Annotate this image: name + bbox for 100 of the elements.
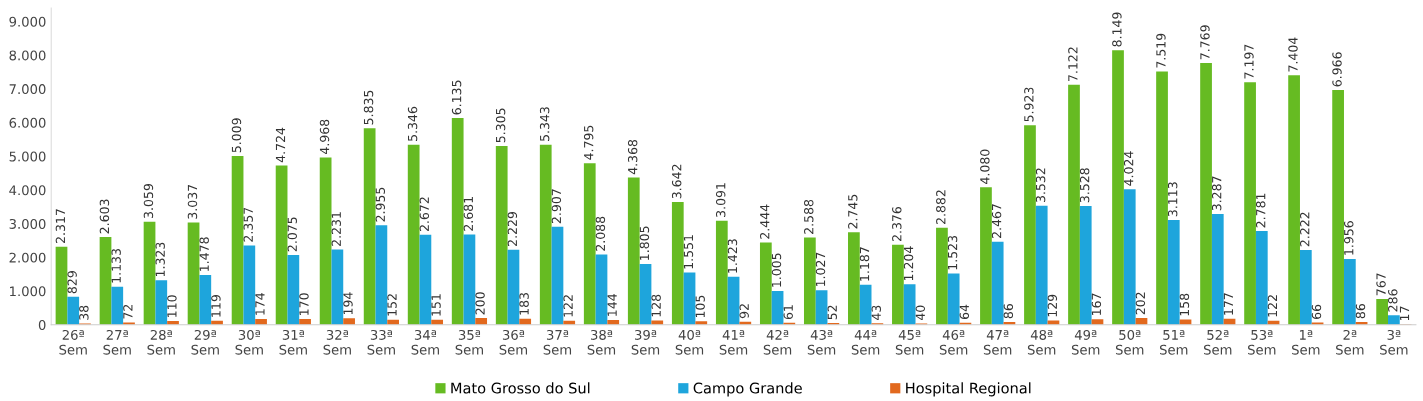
data-label: 2.222	[1300, 212, 1310, 247]
data-label: 52	[827, 305, 837, 320]
data-label: 3.037	[187, 184, 198, 219]
x-tick-label: 1ª Sem	[1292, 329, 1320, 355]
data-label: 5.305	[495, 108, 506, 143]
x-tick-label: 51ª Sem	[1159, 329, 1188, 355]
y-tick-label: 9.000	[9, 16, 46, 27]
y-tick-label: 4.000	[9, 185, 46, 196]
data-label: 2.672	[419, 197, 430, 232]
data-label: 7.404	[1288, 37, 1298, 72]
data-label: 2.231	[331, 212, 341, 246]
x-tick-label: 3ª Sem	[1380, 329, 1408, 355]
legend-label: Hospital Regional	[906, 382, 1031, 397]
y-tick-label: 8.000	[9, 50, 46, 61]
data-label: 829	[67, 271, 77, 294]
data-label: 128	[651, 294, 661, 317]
x-tick-label: 36ª Sem	[499, 329, 527, 355]
data-label: 202	[1135, 292, 1146, 315]
x-tick-label: 30ª Sem	[235, 329, 263, 355]
data-label: 40	[915, 305, 926, 321]
data-label: 286	[1388, 289, 1398, 312]
data-label: 1.423	[727, 239, 738, 273]
data-label: 122	[563, 295, 573, 317]
data-label: 1.956	[1344, 221, 1354, 255]
data-label: 6.135	[451, 80, 462, 115]
data-label: 2.588	[804, 199, 814, 234]
data-label: 64	[959, 304, 970, 319]
data-label: 174	[255, 293, 265, 315]
y-tick-label: 1.000	[10, 286, 46, 297]
data-label: 158	[1179, 293, 1190, 316]
data-label: 3.059	[143, 184, 154, 218]
x-tick-label: 31ª Sem	[279, 329, 307, 355]
data-label: 2.603	[99, 199, 110, 234]
x-tick-label: 35ª Sem	[455, 329, 483, 355]
data-label: 2.376	[892, 206, 902, 242]
data-label: 122	[1267, 295, 1277, 317]
data-label: 170	[299, 293, 309, 315]
x-tick-label: 46ª Sem	[939, 329, 968, 355]
data-label: 2.467	[991, 204, 1002, 238]
data-label: 86	[1003, 304, 1014, 319]
data-label: 1.027	[815, 252, 826, 287]
data-label: 66	[1311, 304, 1322, 319]
data-label: 92	[739, 304, 749, 319]
data-label: 3.091	[715, 183, 726, 217]
x-tick-label: 32ª Sem	[323, 329, 351, 355]
data-label: 2.907	[551, 189, 562, 224]
data-label: 1.805	[639, 226, 650, 260]
data-label: 183	[519, 293, 529, 315]
data-label: 4.024	[1123, 151, 1134, 186]
data-label: 3.113	[1167, 182, 1178, 217]
data-label: 2.317	[55, 209, 66, 244]
data-label: 2.955	[375, 187, 386, 222]
x-tick-label: 28ª Sem	[147, 329, 175, 355]
data-label: 86	[1355, 304, 1366, 319]
data-label: 2.357	[243, 207, 253, 242]
x-tick-label: 33ª Sem	[367, 329, 395, 355]
data-label: 151	[431, 294, 441, 316]
data-label: 6.966	[1332, 52, 1342, 87]
data-label: 5.835	[363, 90, 374, 125]
data-label: 4.724	[275, 127, 286, 163]
x-tick-label: 52ª Sem	[1203, 329, 1232, 355]
data-label: 7.519	[1156, 33, 1166, 68]
data-label: 1.551	[683, 235, 694, 269]
data-label: 4.368	[627, 139, 638, 175]
x-tick-label: 43ª Sem	[807, 329, 836, 355]
x-tick-label: 47ª Sem	[983, 329, 1012, 355]
data-label: 8.149	[1112, 12, 1122, 47]
x-tick-label: 40ª Sem	[675, 329, 704, 355]
x-tick-label: 42ª Sem	[763, 329, 792, 355]
data-label: 2.444	[760, 204, 770, 239]
data-label: 7.122	[1068, 47, 1078, 81]
data-label: 3.642	[671, 164, 682, 199]
data-label: 3.287	[1211, 176, 1222, 211]
y-tick-label: 5.000	[9, 151, 46, 162]
legend-label: Campo Grande	[693, 382, 802, 397]
x-tick-label: 49ª Sem	[1071, 329, 1100, 355]
x-tick-label: 29ª Sem	[191, 329, 219, 355]
data-label: 2.229	[507, 212, 518, 246]
data-label: 110	[167, 295, 177, 317]
data-label: 4.795	[583, 125, 594, 160]
data-label: 43	[871, 305, 881, 320]
x-tick-label: 50ª Sem	[1115, 329, 1144, 355]
y-tick-label: 7.000	[9, 84, 46, 95]
x-tick-label: 37ª Sem	[543, 329, 572, 355]
data-label: 152	[387, 294, 397, 316]
data-label: 3.532	[1035, 168, 1046, 203]
data-label: 17	[1399, 306, 1410, 321]
x-tick-label: 38ª Sem	[587, 329, 616, 355]
data-label: 167	[1091, 293, 1102, 316]
x-tick-label: 48ª Sem	[1027, 329, 1056, 355]
data-label: 767	[1376, 273, 1386, 296]
data-label: 1.133	[111, 249, 121, 283]
data-label: 2.781	[1255, 193, 1266, 228]
x-tick-label: 27ª Sem	[103, 329, 131, 355]
data-label: 7.197	[1244, 44, 1254, 79]
data-label: 7.769	[1200, 25, 1210, 60]
x-tick-label: 39ª Sem	[631, 329, 660, 355]
data-label: 4.968	[319, 119, 330, 154]
y-tick-label: 0	[38, 320, 46, 331]
x-tick-label: 2ª Sem	[1336, 329, 1364, 355]
